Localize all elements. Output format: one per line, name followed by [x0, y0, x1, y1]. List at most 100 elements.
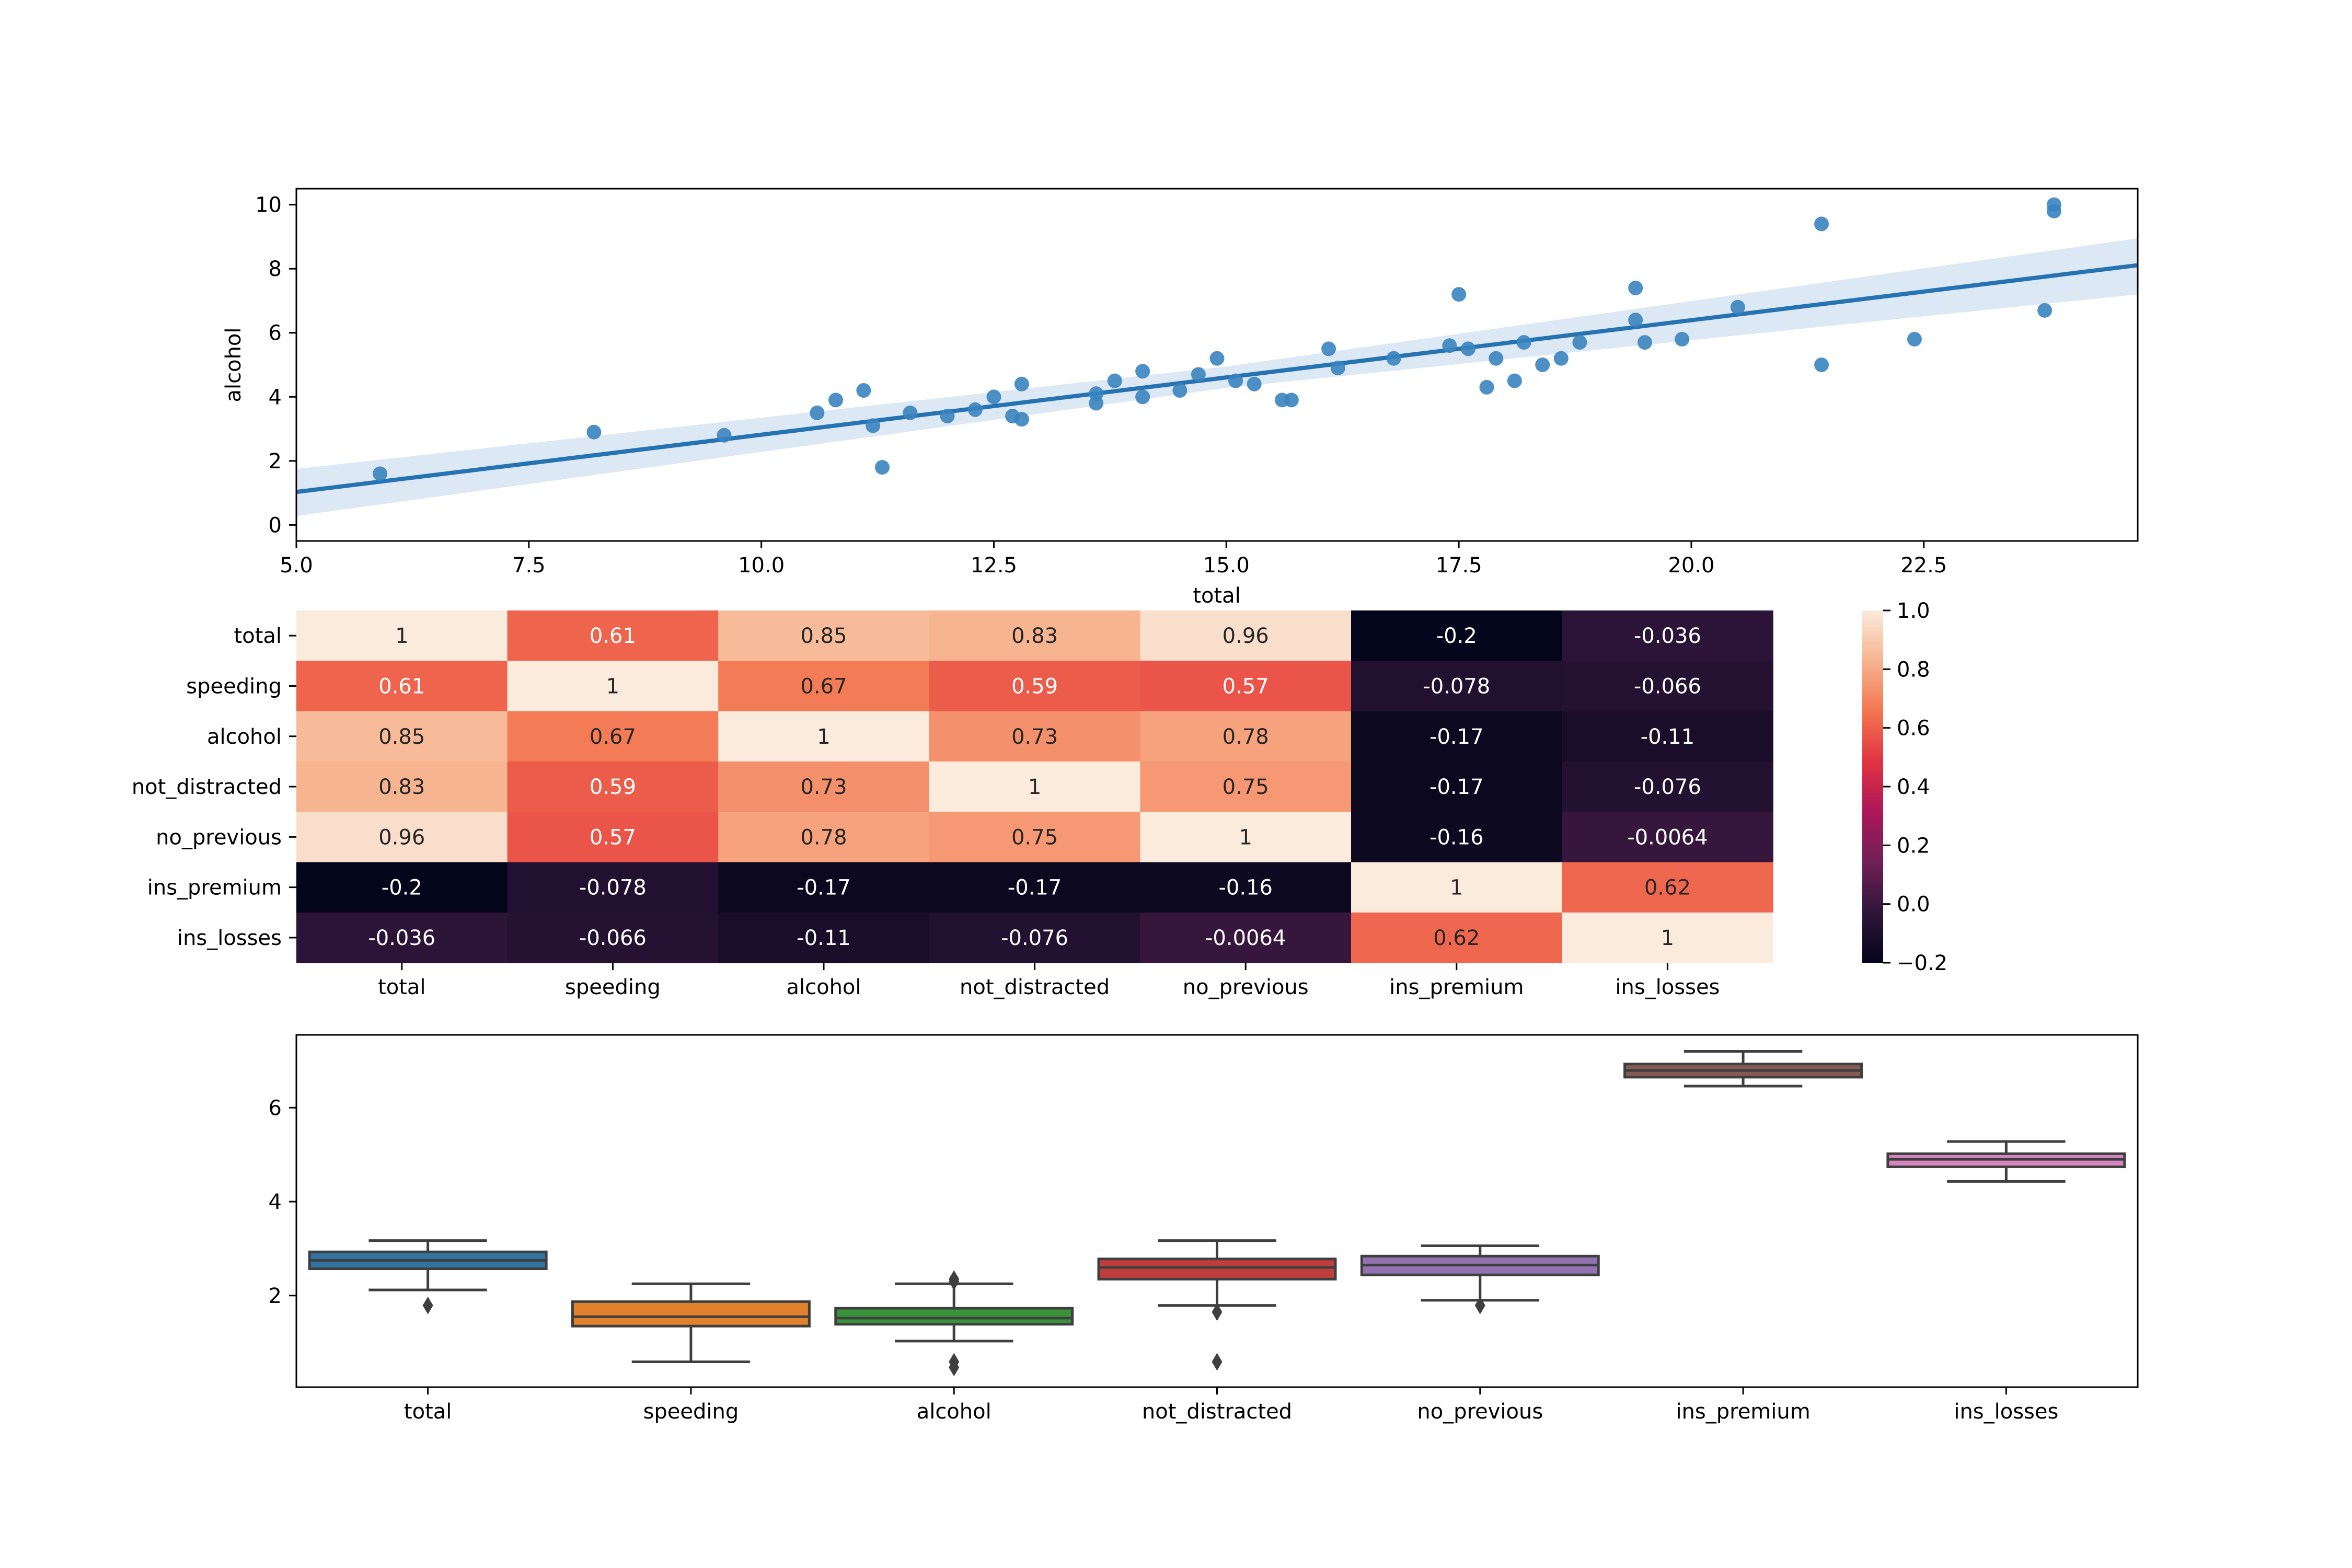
heatmap-row-label: no_previous — [156, 825, 282, 849]
scatter-point — [1172, 383, 1187, 398]
heatmap-cell — [296, 862, 508, 913]
heatmap-cell — [929, 812, 1140, 863]
box-y-tick-label: 4 — [269, 1190, 282, 1214]
heatmap-cell — [718, 812, 930, 863]
scatter-point — [1460, 341, 1475, 356]
heatmap-cell — [507, 812, 719, 863]
scatter-point — [903, 405, 918, 420]
heatmap-cell-label: 1 — [1661, 926, 1674, 950]
heatmap-cell-label: -0.078 — [1423, 674, 1490, 698]
scatter-point — [986, 389, 1001, 405]
scatter-y-tick-label: 8 — [269, 257, 282, 281]
scatter-point — [1284, 393, 1299, 408]
scatter-point — [1516, 335, 1531, 350]
scatter-point — [866, 418, 881, 433]
box-flier — [949, 1272, 960, 1290]
scatter-point — [586, 424, 602, 440]
colorbar-tick-label: 0.0 — [1897, 893, 1930, 917]
box-flier — [1474, 1296, 1485, 1315]
scatter-plot-frame — [295, 188, 2139, 542]
box-x-tick-label: no_previous — [1417, 1400, 1543, 1424]
heatmap-row-label: ins_premium — [147, 876, 282, 900]
heatmap-cell-label: 0.67 — [800, 674, 847, 698]
heatmap-cell-label: -0.036 — [368, 926, 435, 950]
box-x-tick-label: speeding — [643, 1400, 739, 1424]
colorbar-tick-label: −0.2 — [1897, 951, 1947, 975]
colorbar-tick-label: 1.0 — [1897, 599, 1930, 623]
heatmap-cell-label: 0.78 — [800, 825, 847, 849]
heatmap-cell-label: -0.2 — [382, 876, 422, 900]
scatter-point — [1535, 358, 1550, 372]
scatter-y-tick-label: 2 — [269, 449, 282, 474]
scatter-point — [940, 409, 955, 424]
heatmap-cell-label: 0.67 — [590, 725, 636, 749]
heatmap-cell-label: 1 — [1028, 775, 1041, 799]
colorbar-tick-label: 0.6 — [1897, 717, 1930, 741]
heatmap-cell-label: 0.62 — [1644, 876, 1691, 900]
scatter-point — [1135, 364, 1150, 379]
scatter-x-tick-label: 15.0 — [1203, 554, 1250, 578]
box-x-tick-label: not_distracted — [1142, 1400, 1292, 1424]
heatmap-column-label: not_distracted — [960, 975, 1110, 999]
heatmap-cell — [507, 862, 719, 913]
heatmap-cell-label: 1 — [395, 624, 408, 648]
scatter-point — [828, 393, 843, 408]
heatmap-cell-label: -0.076 — [1634, 775, 1701, 799]
scatter-point — [1330, 361, 1345, 376]
scatter-point — [1730, 299, 1745, 315]
heatmap-cell-label: 1 — [606, 674, 619, 698]
heatmap-row-label: not_distracted — [132, 775, 282, 799]
heatmap-cell — [296, 912, 508, 963]
heatmap-cell-label: -0.036 — [1634, 624, 1701, 648]
heatmap-cell — [1562, 610, 1773, 661]
heatmap-cell — [718, 661, 930, 712]
heatmap-cell-label: 0.59 — [590, 775, 636, 799]
heatmap-column-labels: total speeding alcohol not_distracted no_pre… — [378, 963, 1720, 999]
heatmap-cell — [1562, 711, 1773, 762]
box-flier — [1212, 1353, 1223, 1371]
heatmap-cell-label: -0.11 — [1641, 725, 1695, 749]
heatmap-cell-label: -0.066 — [1634, 674, 1701, 698]
heatmap-cell — [507, 610, 719, 661]
heatmap-cell-label: 0.85 — [800, 624, 847, 648]
heatmap-cell-label: -0.076 — [1001, 926, 1068, 950]
colorbar-tick-label: 0.8 — [1897, 658, 1930, 682]
box-x-tick-label: ins_losses — [1954, 1400, 2058, 1424]
box-y-axis: 2 4 6 — [269, 1096, 296, 1308]
heatmap-column-label: no_previous — [1183, 975, 1309, 999]
box-marks — [308, 1050, 2126, 1377]
heatmap-cell-label: 0.83 — [1011, 624, 1058, 648]
scatter-point — [1107, 373, 1122, 388]
heatmap-column-label: total — [378, 975, 425, 999]
regression-line — [296, 263, 2138, 494]
heatmap-cell-label: -0.078 — [579, 876, 647, 900]
heatmap-cell — [1351, 761, 1563, 812]
heatmap-cell — [718, 761, 930, 812]
heatmap-cell — [296, 812, 508, 863]
heatmap-cell-label: -0.066 — [579, 926, 647, 950]
scatter-point — [874, 460, 890, 475]
heatmap-cell — [296, 761, 508, 812]
heatmap-cell-label: 0.62 — [1433, 926, 1480, 950]
heatmap-cell — [507, 711, 719, 762]
box-body — [571, 1300, 811, 1328]
scatter-point — [1089, 396, 1104, 411]
scatter-point — [1321, 341, 1336, 356]
scatter-x-tick-label: 10.0 — [738, 554, 785, 578]
scatter-point — [1247, 376, 1262, 391]
heatmap-cell-label: 0.61 — [378, 674, 425, 698]
heatmap-cell-label: -0.16 — [1218, 876, 1273, 900]
scatter-y-tick-label: 10 — [255, 193, 282, 217]
heatmap-cell — [1562, 862, 1773, 913]
scatter-marks — [296, 197, 2138, 516]
heatmap-cell-label: -0.0064 — [1205, 926, 1286, 950]
scatter-x-tick-label: 5.0 — [280, 554, 313, 578]
box-flier — [949, 1358, 960, 1377]
heatmap-cell-label: -0.17 — [797, 876, 851, 900]
heatmap-cell — [1140, 862, 1352, 913]
box-plot-frame — [295, 1034, 2139, 1388]
heatmap-cell-label: -0.17 — [1429, 775, 1484, 799]
scatter-y-axis-label: alcohol — [222, 327, 246, 402]
heatmap-cell — [1351, 661, 1563, 712]
